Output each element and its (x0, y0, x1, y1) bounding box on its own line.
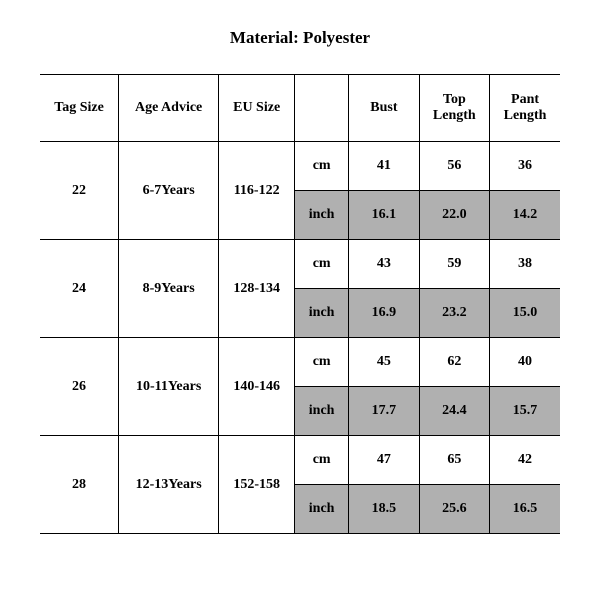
table-row: 28 12-13Years 152-158 cm 47 65 42 (40, 436, 560, 485)
cell-top-cm: 65 (419, 436, 489, 485)
cell-unit-cm: cm (295, 338, 349, 387)
col-bust: Bust (349, 75, 419, 142)
cell-bust-cm: 47 (349, 436, 419, 485)
cell-age-advice: 8-9Years (119, 240, 219, 338)
table-row: 22 6-7Years 116-122 cm 41 56 36 (40, 142, 560, 191)
col-unit (295, 75, 349, 142)
cell-pant-cm: 42 (490, 436, 560, 485)
cell-top-cm: 62 (419, 338, 489, 387)
cell-top-cm: 59 (419, 240, 489, 289)
col-top-length-l1: Top (443, 92, 466, 107)
cell-eu-size: 128-134 (219, 240, 295, 338)
cell-bust-inch: 16.9 (349, 289, 419, 338)
cell-pant-cm: 40 (490, 338, 560, 387)
cell-age-advice: 12-13Years (119, 436, 219, 534)
size-chart-table: Tag Size Age Advice EU Size Bust Top Len… (40, 74, 560, 534)
cell-unit-cm: cm (295, 142, 349, 191)
cell-unit-inch: inch (295, 289, 349, 338)
cell-pant-cm: 36 (490, 142, 560, 191)
col-pant-length: Pant Length (490, 75, 560, 142)
cell-bust-cm: 41 (349, 142, 419, 191)
cell-top-inch: 24.4 (419, 387, 489, 436)
cell-bust-cm: 45 (349, 338, 419, 387)
cell-top-inch: 22.0 (419, 191, 489, 240)
cell-eu-size: 152-158 (219, 436, 295, 534)
cell-bust-inch: 18.5 (349, 485, 419, 534)
table-row: 24 8-9Years 128-134 cm 43 59 38 (40, 240, 560, 289)
cell-bust-inch: 16.1 (349, 191, 419, 240)
cell-bust-cm: 43 (349, 240, 419, 289)
cell-tag-size: 22 (40, 142, 119, 240)
col-eu-size: EU Size (219, 75, 295, 142)
cell-top-inch: 23.2 (419, 289, 489, 338)
cell-pant-cm: 38 (490, 240, 560, 289)
cell-age-advice: 10-11Years (119, 338, 219, 436)
size-chart-container: Material: Polyester Tag Size Age Advice … (0, 0, 600, 534)
cell-eu-size: 116-122 (219, 142, 295, 240)
cell-eu-size: 140-146 (219, 338, 295, 436)
cell-unit-cm: cm (295, 436, 349, 485)
cell-top-inch: 25.6 (419, 485, 489, 534)
cell-pant-inch: 15.7 (490, 387, 560, 436)
cell-unit-inch: inch (295, 387, 349, 436)
header-row: Tag Size Age Advice EU Size Bust Top Len… (40, 75, 560, 142)
material-title: Material: Polyester (40, 28, 560, 48)
cell-pant-inch: 14.2 (490, 191, 560, 240)
col-top-length-l2: Length (433, 108, 476, 123)
cell-bust-inch: 17.7 (349, 387, 419, 436)
col-tag-size: Tag Size (40, 75, 119, 142)
cell-tag-size: 24 (40, 240, 119, 338)
col-age-advice: Age Advice (119, 75, 219, 142)
cell-pant-inch: 15.0 (490, 289, 560, 338)
cell-unit-inch: inch (295, 485, 349, 534)
cell-pant-inch: 16.5 (490, 485, 560, 534)
cell-top-cm: 56 (419, 142, 489, 191)
col-pant-length-l2: Length (504, 108, 547, 123)
cell-tag-size: 26 (40, 338, 119, 436)
cell-age-advice: 6-7Years (119, 142, 219, 240)
table-row: 26 10-11Years 140-146 cm 45 62 40 (40, 338, 560, 387)
col-pant-length-l1: Pant (511, 92, 539, 107)
cell-unit-cm: cm (295, 240, 349, 289)
col-top-length: Top Length (419, 75, 489, 142)
cell-tag-size: 28 (40, 436, 119, 534)
cell-unit-inch: inch (295, 191, 349, 240)
size-chart-body: 22 6-7Years 116-122 cm 41 56 36 inch 16.… (40, 142, 560, 534)
